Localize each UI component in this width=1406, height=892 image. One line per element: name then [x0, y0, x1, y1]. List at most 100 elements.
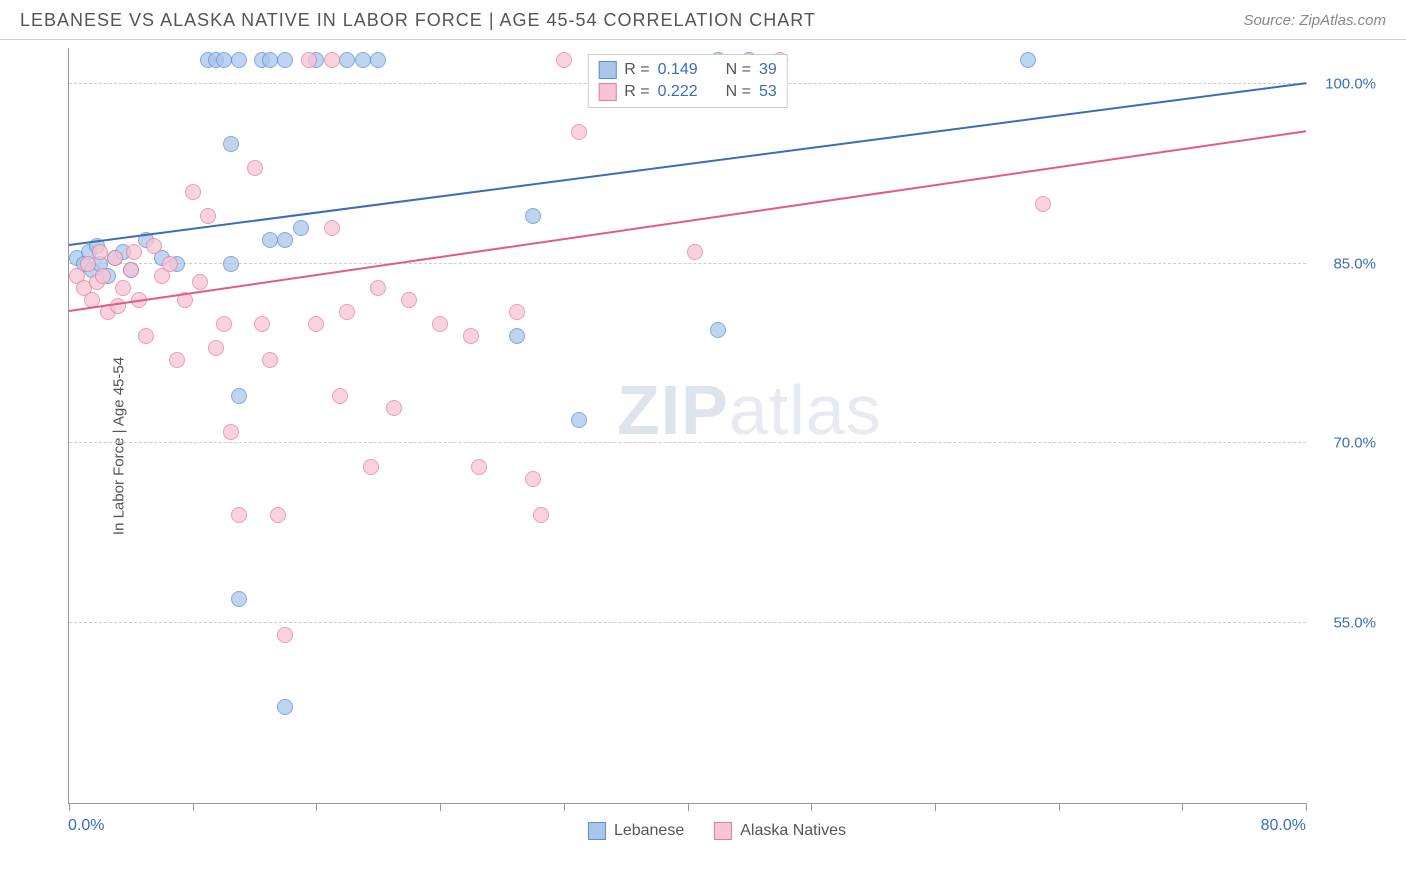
- x-tick: [1059, 803, 1060, 811]
- data-point: [301, 52, 317, 68]
- r-value: 0.149: [658, 61, 698, 79]
- source-label: Source: ZipAtlas.com: [1243, 12, 1386, 29]
- data-point: [162, 256, 178, 272]
- data-point: [710, 322, 726, 338]
- gridline: [69, 442, 1306, 443]
- x-tick: [440, 803, 441, 811]
- data-point: [277, 699, 293, 715]
- data-point: [571, 412, 587, 428]
- data-point: [146, 238, 162, 254]
- data-point: [138, 328, 154, 344]
- data-point: [200, 208, 216, 224]
- data-point: [463, 328, 479, 344]
- data-point: [332, 388, 348, 404]
- data-point: [231, 388, 247, 404]
- data-point: [324, 52, 340, 68]
- n-label: N =: [726, 83, 751, 101]
- y-tick-label: 85.0%: [1333, 255, 1376, 272]
- data-point: [432, 316, 448, 332]
- data-point: [277, 627, 293, 643]
- x-tick: [69, 803, 70, 811]
- data-point: [471, 459, 487, 475]
- stats-legend-row: R = 0.149 N = 39: [598, 59, 777, 81]
- data-point: [370, 52, 386, 68]
- data-point: [231, 507, 247, 523]
- gridline: [69, 622, 1306, 623]
- data-point: [185, 184, 201, 200]
- data-point: [223, 424, 239, 440]
- data-point: [270, 507, 286, 523]
- data-point: [355, 52, 371, 68]
- data-point: [308, 316, 324, 332]
- gridline: [69, 263, 1306, 264]
- x-tick: [193, 803, 194, 811]
- data-point: [525, 208, 541, 224]
- data-point: [126, 244, 142, 260]
- x-tick: [811, 803, 812, 811]
- chart-header: LEBANESE VS ALASKA NATIVE IN LABOR FORCE…: [0, 0, 1406, 40]
- data-point: [247, 160, 263, 176]
- n-value: 39: [759, 61, 777, 79]
- x-axis-min-label: 0.0%: [68, 817, 104, 835]
- data-point: [1020, 52, 1036, 68]
- plot-area: R =0.149N =39R =0.222N =53 ZIPatlas 55.0…: [68, 48, 1306, 804]
- data-point: [92, 244, 108, 260]
- data-point: [216, 316, 232, 332]
- data-point: [107, 250, 123, 266]
- n-value: 53: [759, 83, 777, 101]
- x-axis-max-label: 80.0%: [1261, 817, 1306, 835]
- watermark: ZIPatlas: [617, 370, 882, 450]
- y-tick-label: 70.0%: [1333, 435, 1376, 452]
- x-tick: [1306, 803, 1307, 811]
- x-tick: [688, 803, 689, 811]
- r-value: 0.222: [658, 83, 698, 101]
- x-tick: [1182, 803, 1183, 811]
- stats-legend: R = 0.149 N = 39 R = 0.222 N = 53: [587, 54, 788, 108]
- data-point: [401, 292, 417, 308]
- legend-swatch: [598, 61, 616, 79]
- data-point: [262, 52, 278, 68]
- data-point: [277, 52, 293, 68]
- series-legend-item: Alaska Natives: [714, 822, 846, 840]
- data-point: [509, 328, 525, 344]
- data-point: [223, 256, 239, 272]
- data-point: [192, 274, 208, 290]
- y-tick-label: 55.0%: [1333, 615, 1376, 632]
- data-point: [95, 268, 111, 284]
- data-point: [556, 52, 572, 68]
- y-tick-label: 100.0%: [1325, 75, 1376, 92]
- data-point: [231, 52, 247, 68]
- data-point: [110, 298, 126, 314]
- series-legend-label: Alaska Natives: [740, 822, 846, 840]
- data-point: [115, 280, 131, 296]
- legend-swatch: [588, 822, 606, 840]
- data-point: [254, 316, 270, 332]
- legend-swatch: [714, 822, 732, 840]
- data-point: [339, 304, 355, 320]
- data-point: [231, 591, 247, 607]
- data-point: [1035, 196, 1051, 212]
- series-legend-label: Lebanese: [614, 822, 684, 840]
- n-label: N =: [726, 61, 751, 79]
- data-point: [533, 507, 549, 523]
- data-point: [324, 220, 340, 236]
- data-point: [363, 459, 379, 475]
- series-legend: Lebanese Alaska Natives: [588, 822, 846, 840]
- data-point: [223, 136, 239, 152]
- data-point: [293, 220, 309, 236]
- data-point: [262, 352, 278, 368]
- watermark-atlas: atlas: [729, 371, 882, 449]
- chart-title: LEBANESE VS ALASKA NATIVE IN LABOR FORCE…: [20, 10, 816, 31]
- data-point: [509, 304, 525, 320]
- x-tick: [316, 803, 317, 811]
- data-point: [208, 340, 224, 356]
- x-tick: [564, 803, 565, 811]
- data-point: [386, 400, 402, 416]
- data-point: [277, 232, 293, 248]
- stats-legend-row: R = 0.222 N = 53: [598, 81, 777, 103]
- r-label: R =: [624, 61, 649, 79]
- watermark-zip: ZIP: [617, 371, 729, 449]
- series-legend-item: Lebanese: [588, 822, 684, 840]
- x-tick: [935, 803, 936, 811]
- r-label: R =: [624, 83, 649, 101]
